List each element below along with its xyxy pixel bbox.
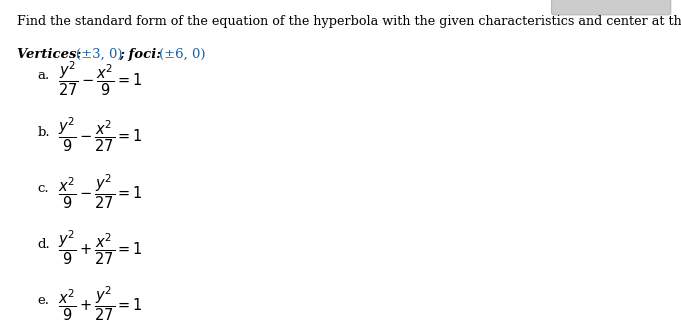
Text: e.: e. — [37, 294, 50, 307]
Text: $\dfrac{y^2}{9} - \dfrac{x^2}{27} = 1$: $\dfrac{y^2}{9} - \dfrac{x^2}{27} = 1$ — [58, 116, 142, 154]
Text: $\dfrac{y^2}{9} + \dfrac{x^2}{27} = 1$: $\dfrac{y^2}{9} + \dfrac{x^2}{27} = 1$ — [58, 228, 142, 267]
Text: c.: c. — [37, 182, 49, 195]
Text: b.: b. — [37, 125, 50, 139]
Text: Find the standard form of the equation of the hyperbola with the given character: Find the standard form of the equation o… — [17, 15, 681, 28]
Text: $\dfrac{x^2}{9} + \dfrac{y^2}{27} = 1$: $\dfrac{x^2}{9} + \dfrac{y^2}{27} = 1$ — [58, 284, 142, 323]
Text: (±6, 0): (±6, 0) — [159, 48, 205, 61]
Text: Vertices:: Vertices: — [17, 48, 86, 61]
Text: d.: d. — [37, 238, 50, 251]
FancyBboxPatch shape — [552, 0, 671, 15]
Text: (±3, 0): (±3, 0) — [76, 48, 123, 61]
Text: ; foci:: ; foci: — [119, 48, 166, 61]
Text: $\dfrac{y^2}{27} - \dfrac{x^2}{9} = 1$: $\dfrac{y^2}{27} - \dfrac{x^2}{9} = 1$ — [58, 60, 142, 98]
Text: a.: a. — [37, 69, 50, 82]
Text: $\dfrac{x^2}{9} - \dfrac{y^2}{27} = 1$: $\dfrac{x^2}{9} - \dfrac{y^2}{27} = 1$ — [58, 172, 142, 211]
